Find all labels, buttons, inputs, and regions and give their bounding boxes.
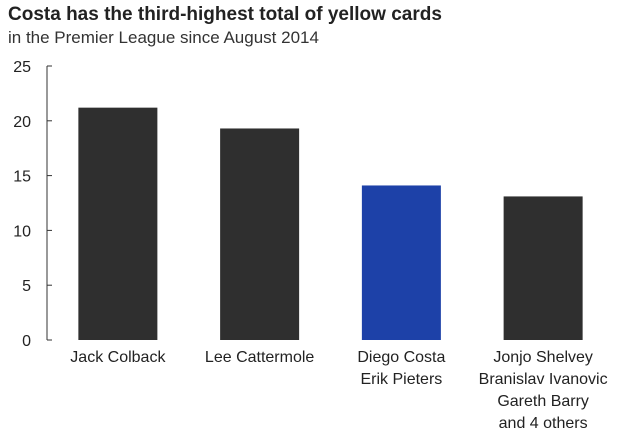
x-category-label-line: Jack Colback: [70, 349, 166, 366]
y-tick-label: 5: [22, 278, 31, 295]
chart-title: Costa has the third-highest total of yel…: [8, 4, 442, 25]
y-tick-label: 15: [13, 169, 31, 186]
x-category-label-line: Lee Cattermole: [205, 349, 314, 366]
x-category-label-line: and 4 others: [499, 415, 588, 432]
x-category-label-line: Branislav Ivanovic: [479, 371, 608, 388]
axis-layer: 0 5 10 15 20 25: [13, 59, 52, 350]
x-category-label-line: Jonjo Shelvey: [493, 349, 593, 366]
x-category-label-line: Erik Pieters: [360, 371, 442, 388]
bar: [78, 107, 158, 340]
x-category-label: Diego Costa Erik Pieters: [357, 349, 445, 388]
x-category-label-line: Diego Costa: [357, 349, 445, 366]
y-tick-label: 20: [13, 114, 31, 131]
bars-layer: [78, 107, 583, 340]
y-tick-label: 0: [22, 333, 31, 350]
x-category-label-line: Gareth Barry: [497, 393, 589, 410]
x-category-label: Jack Colback: [70, 349, 166, 366]
bar: [361, 185, 441, 340]
x-category-label: Lee Cattermole: [205, 349, 314, 366]
y-tick-label: 25: [13, 59, 31, 76]
y-tick-label: 10: [13, 223, 31, 240]
bar: [503, 196, 583, 340]
category-labels-layer: Jack Colback Lee Cattermole Diego Costa Eri…: [70, 349, 607, 432]
x-category-label: Jonjo Shelvey Branislav Ivanovic Gareth Ba…: [479, 349, 608, 432]
bar: [220, 128, 300, 340]
chart-subtitle: in the Premier League since August 2014: [8, 28, 319, 47]
